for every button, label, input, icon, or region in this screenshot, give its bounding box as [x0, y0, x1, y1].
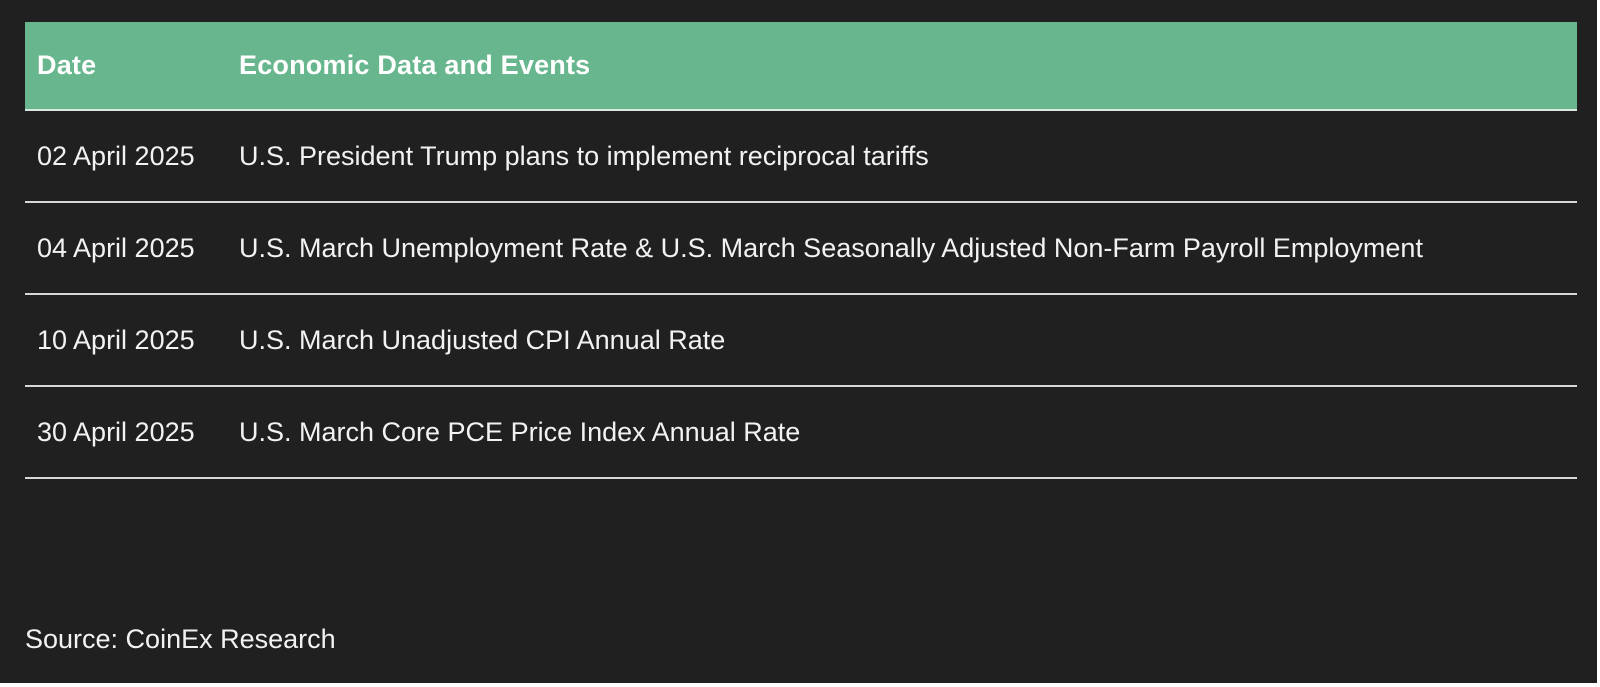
economic-events-table: Date Economic Data and Events 02 April 2… [25, 22, 1577, 479]
table-row: 02 April 2025 U.S. President Trump plans… [25, 111, 1577, 203]
header-event: Economic Data and Events [239, 50, 591, 80]
table-row: 04 April 2025 U.S. March Unemployment Ra… [25, 203, 1577, 295]
source-note: Source: CoinEx Research [25, 624, 336, 654]
header-date: Date [37, 50, 97, 80]
row-event: U.S. March Unadjusted CPI Annual Rate [239, 324, 726, 355]
table-row: 30 April 2025 U.S. March Core PCE Price … [25, 387, 1577, 479]
table-header: Date Economic Data and Events [25, 22, 1577, 111]
row-date: 10 April 2025 [37, 324, 195, 355]
table-row: 10 April 2025 U.S. March Unadjusted CPI … [25, 295, 1577, 387]
row-date: 04 April 2025 [37, 232, 195, 263]
row-event: U.S. March Unemployment Rate & U.S. Marc… [239, 232, 1423, 263]
row-event: U.S. President Trump plans to implement … [239, 140, 929, 171]
row-date: 30 April 2025 [37, 416, 195, 447]
row-date: 02 April 2025 [37, 140, 195, 171]
row-event: U.S. March Core PCE Price Index Annual R… [239, 416, 801, 447]
